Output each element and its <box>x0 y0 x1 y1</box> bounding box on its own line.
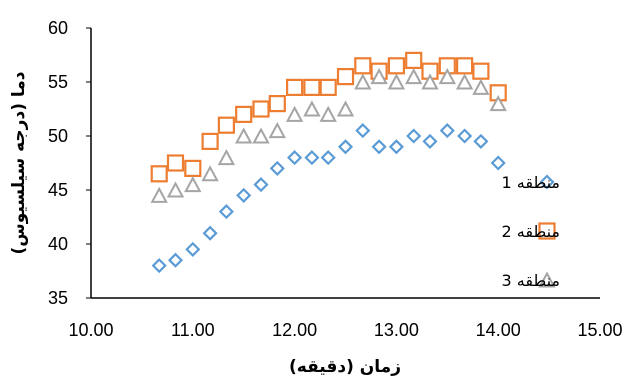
data-point-triangle <box>438 67 456 85</box>
data-point-square <box>319 78 337 97</box>
x-tick-label: 10.00 <box>68 320 113 340</box>
series-1 <box>151 123 506 274</box>
data-point-triangle <box>268 121 286 139</box>
data-point-square <box>336 67 355 86</box>
data-point-diamond <box>185 241 201 257</box>
x-tick-label: 13.00 <box>374 320 419 340</box>
legend-label: منطقه 1 <box>502 173 560 192</box>
data-point-square <box>201 132 219 150</box>
data-point-diamond <box>439 123 455 139</box>
data-point-triangle <box>336 100 355 117</box>
data-point-triangle <box>319 105 337 122</box>
legend: منطقه 1 منطقه 2 منطقه 3 <box>502 173 560 290</box>
legend-label: منطقه 2 <box>502 222 560 241</box>
data-point-square <box>150 165 168 183</box>
data-point-diamond <box>355 123 371 139</box>
data-point-triangle <box>405 67 423 85</box>
series-3 <box>150 67 507 203</box>
data-point-square <box>405 51 423 70</box>
y-tick-label: 55 <box>48 72 68 92</box>
data-point-diamond <box>167 252 184 268</box>
legend-marker-triangle <box>538 271 556 288</box>
x-tick-label: 12.00 <box>272 320 317 340</box>
data-point-square <box>456 57 474 75</box>
legend-marker-diamond <box>539 174 555 190</box>
series-markers <box>150 51 507 274</box>
data-point-diamond <box>422 133 438 149</box>
data-point-triangle <box>387 73 406 90</box>
data-point-square <box>252 100 270 118</box>
data-point-triangle <box>184 175 202 193</box>
data-point-triangle <box>150 186 168 203</box>
data-point-triangle <box>201 165 219 182</box>
data-point-diamond <box>218 204 234 220</box>
legend-marker-square <box>538 222 556 240</box>
data-point-square <box>286 78 304 97</box>
x-tick-labels: 10.00 11.00 12.00 13.00 14.00 15.00 <box>68 320 622 340</box>
data-point-triangle <box>166 181 185 198</box>
data-point-diamond <box>371 139 387 155</box>
data-point-diamond <box>406 128 422 144</box>
data-point-diamond <box>473 133 489 149</box>
data-point-square <box>217 116 235 134</box>
data-point-diamond <box>236 187 252 203</box>
y-tick-label: 40 <box>48 234 68 254</box>
data-point-triangle <box>472 78 490 95</box>
y-tick-label: 60 <box>48 18 68 38</box>
data-point-square <box>387 57 405 75</box>
data-point-square <box>472 62 490 80</box>
y-tick-label: 35 <box>48 288 68 308</box>
data-point-triangle <box>235 127 253 144</box>
y-tick-labels: 35 40 45 50 55 60 <box>48 18 91 308</box>
data-point-triangle <box>489 94 507 112</box>
data-point-triangle <box>354 73 372 90</box>
x-tick-label: 15.00 <box>577 320 622 340</box>
legend-label: منطقه 3 <box>502 271 560 290</box>
data-point-square <box>268 94 286 113</box>
data-point-triangle <box>370 67 388 85</box>
data-point-diamond <box>253 177 269 193</box>
data-point-square <box>184 159 202 177</box>
data-point-diamond <box>388 139 404 155</box>
x-tick-label: 14.00 <box>476 320 521 340</box>
data-point-square <box>303 78 321 97</box>
data-point-diamond <box>457 128 473 144</box>
data-point-square <box>354 57 372 75</box>
data-point-diamond <box>304 150 320 166</box>
data-point-triangle <box>252 127 270 144</box>
series-2 <box>150 51 507 183</box>
y-axis-title: دما (درجه سیلسیوس) <box>9 71 29 254</box>
data-point-triangle <box>421 73 439 90</box>
data-point-square <box>235 105 253 124</box>
data-point-diamond <box>151 258 167 274</box>
data-point-triangle <box>455 73 474 90</box>
data-point-diamond <box>337 139 354 155</box>
x-axis-title: زمان (دقیقه) <box>289 357 401 377</box>
data-point-diamond <box>269 160 285 176</box>
y-tick-label: 45 <box>48 180 68 200</box>
data-point-square <box>166 154 185 172</box>
chart-axes <box>90 28 600 299</box>
data-point-diamond <box>320 150 336 166</box>
y-tick-label: 50 <box>48 126 68 146</box>
data-point-diamond <box>202 225 218 241</box>
data-point-diamond <box>287 150 303 166</box>
data-point-triangle <box>217 148 236 166</box>
data-point-diamond <box>490 155 506 171</box>
x-tick-label: 11.00 <box>171 320 215 340</box>
data-point-triangle <box>285 105 304 122</box>
data-point-triangle <box>303 100 321 117</box>
